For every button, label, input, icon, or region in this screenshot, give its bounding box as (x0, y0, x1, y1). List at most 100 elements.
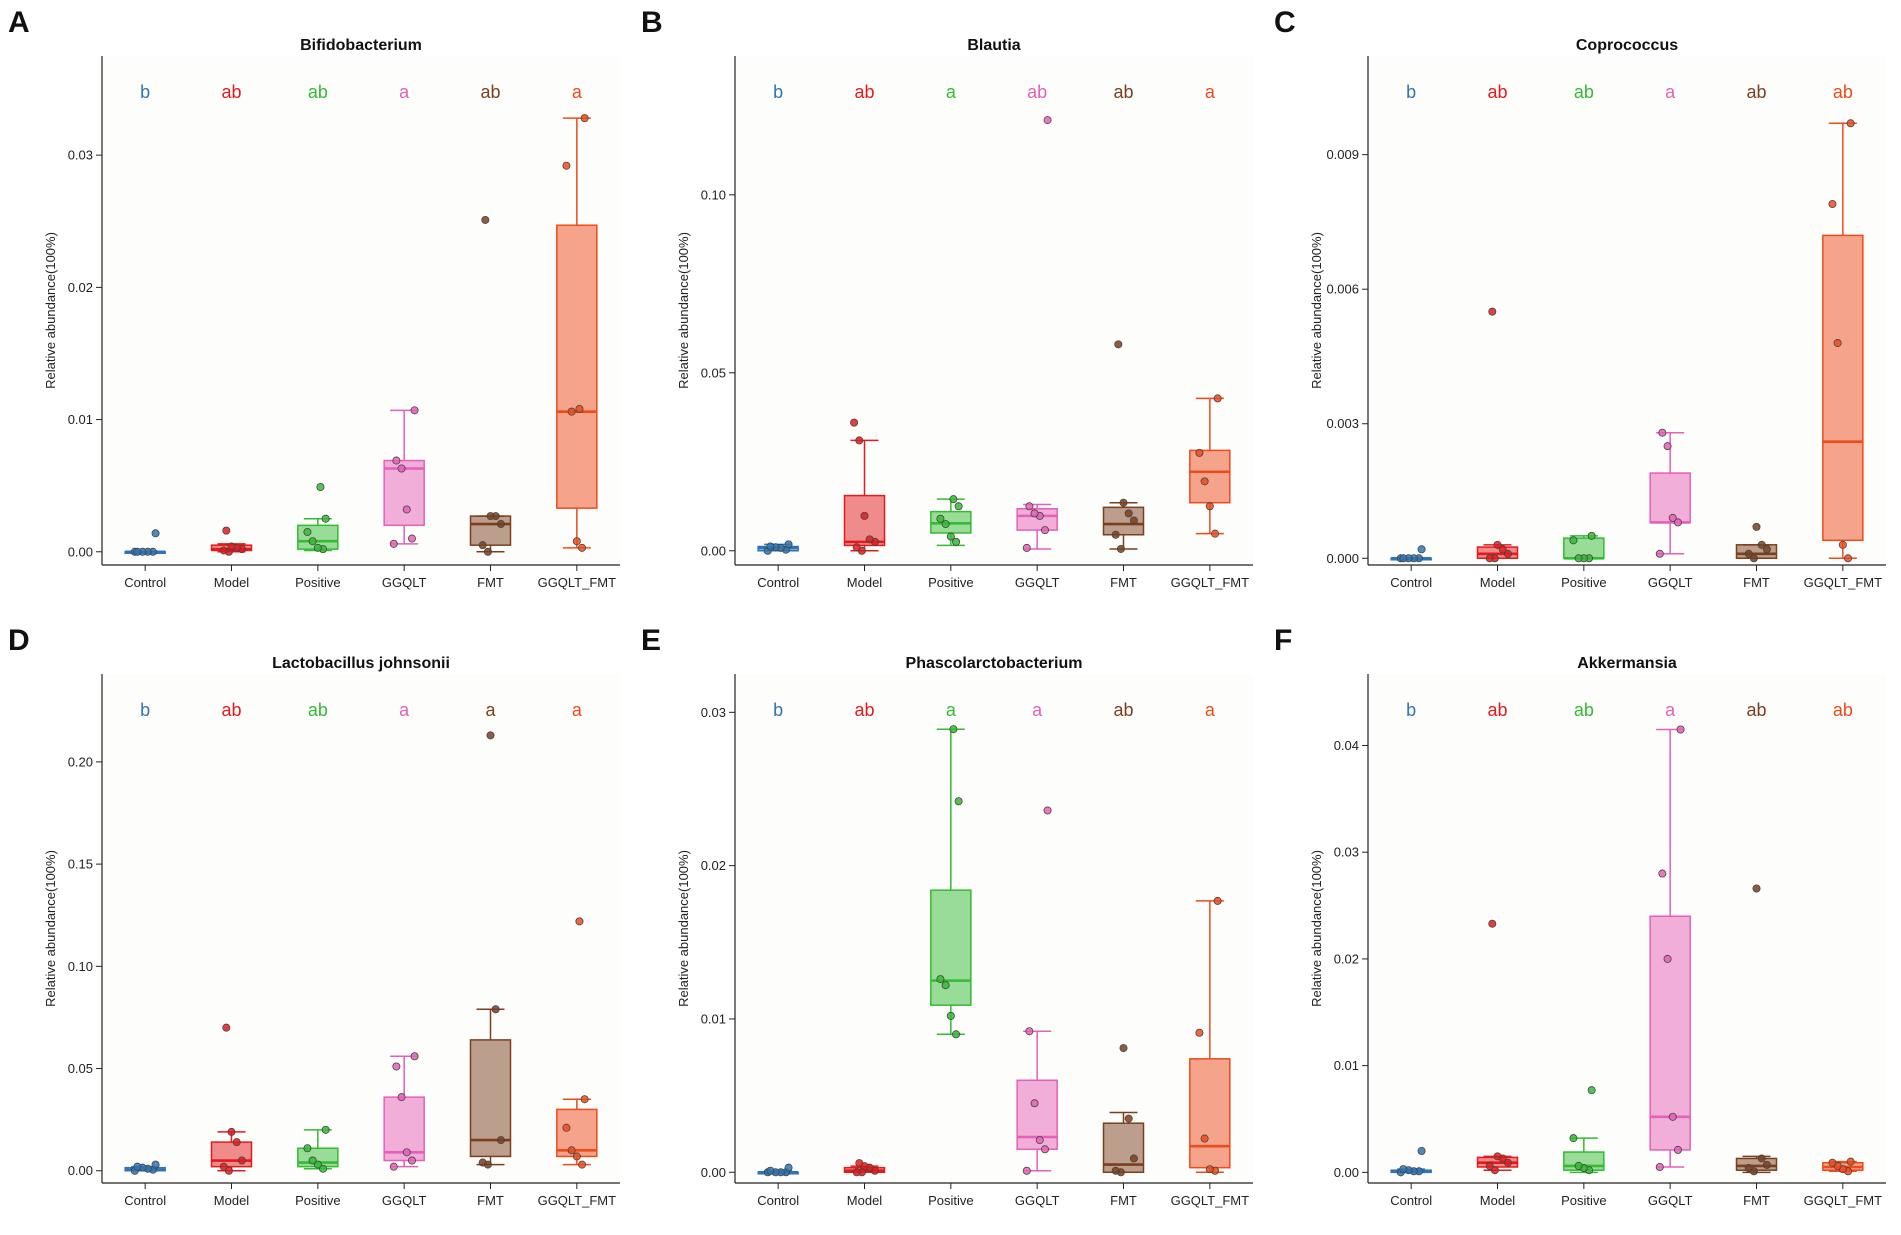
data-point (1846, 119, 1855, 128)
data-point (151, 1160, 160, 1169)
data-point (1828, 199, 1837, 208)
significance-letter: b (773, 700, 783, 720)
data-point (567, 407, 576, 416)
data-point (1213, 896, 1222, 905)
data-point (1574, 554, 1583, 563)
data-point (402, 505, 411, 514)
data-point (1195, 1028, 1204, 1037)
chart-title: Blautia (967, 37, 1020, 54)
data-point (237, 1156, 246, 1165)
data-point (1129, 1154, 1138, 1163)
data-point (1022, 543, 1031, 552)
data-point (308, 1156, 317, 1165)
y-axis-label: Relative abundance(100%) (676, 850, 691, 1007)
y-tick-label: 0.01 (1334, 1058, 1359, 1073)
panel-b: B Blautia Relative abundance(100%) 0.00 0.0… (633, 0, 1266, 617)
data-point (321, 1125, 330, 1134)
significance-letter: ab (854, 82, 874, 102)
data-point (1200, 477, 1209, 486)
data-point (1574, 1161, 1583, 1170)
data-point (1752, 884, 1761, 893)
significance-letter: a (399, 82, 410, 102)
boxplot-blautia: Blautia Relative abundance(100%) 0.00 0.05 0… (676, 37, 1253, 590)
y-tick-label: 0.009 (1326, 147, 1359, 162)
y-tick-label: 0.10 (68, 959, 93, 974)
y-tick-label: 0.006 (1326, 282, 1359, 297)
y-tick-label: 0.15 (68, 857, 93, 872)
data-point (1035, 1136, 1044, 1145)
box-iqr (1189, 449, 1231, 504)
y-tick-label: 0.00 (68, 544, 93, 559)
boxplot-coprococcus: Coprococcus Relative abundance(100%) 0.000… (1309, 37, 1886, 590)
boxplot-lactobacillus-johnsonii: Lactobacillus johnsonii Relative abundanc… (43, 655, 620, 1208)
significance-letter: b (1406, 700, 1416, 720)
data-point (1485, 554, 1494, 563)
data-point (478, 1158, 487, 1167)
data-point (303, 527, 312, 536)
data-point (407, 534, 416, 543)
significance-letter: ab (1833, 700, 1853, 720)
data-point (1752, 522, 1761, 531)
significance-letter: ab (1574, 82, 1594, 102)
data-point (580, 114, 589, 123)
data-point (1493, 540, 1502, 549)
data-point (1569, 536, 1578, 545)
box-iqr (210, 1141, 253, 1168)
data-point (1655, 549, 1664, 558)
plot-background (735, 674, 1253, 1183)
x-tick-label: GGQLT (382, 1193, 427, 1208)
data-point (313, 543, 322, 552)
significance-letter: a (572, 82, 583, 102)
data-point (1111, 1166, 1120, 1175)
x-tick-label: FMT (1743, 1193, 1770, 1208)
data-point (1205, 1165, 1214, 1174)
data-point (852, 543, 861, 552)
y-tick-label: 0.20 (68, 754, 93, 769)
data-point (407, 1156, 416, 1165)
data-point (151, 529, 160, 538)
data-point (1844, 554, 1853, 563)
data-point (1503, 1158, 1512, 1167)
significance-letter: b (1406, 82, 1416, 102)
x-tick-label: Positive (1561, 1193, 1607, 1208)
x-tick-label: GGQLT_FMT (1171, 575, 1250, 590)
data-point (303, 1144, 312, 1153)
data-point (1744, 549, 1753, 558)
data-point (575, 404, 584, 413)
data-point (1488, 919, 1497, 928)
data-point (936, 514, 945, 523)
data-point (1846, 1157, 1855, 1166)
data-point (133, 547, 142, 556)
x-tick-label: GGQLT (382, 575, 427, 590)
chart-title: Bifidobacterium (300, 37, 422, 54)
significance-letter: ab (1746, 700, 1766, 720)
panel-label: B (641, 6, 663, 39)
data-point (1119, 498, 1128, 507)
data-point (1129, 516, 1138, 525)
x-tick-label: FMT (477, 1193, 504, 1208)
x-tick-label: Positive (295, 1193, 341, 1208)
x-tick-label: Positive (928, 1193, 974, 1208)
data-point (855, 436, 864, 445)
data-point (1838, 540, 1847, 549)
data-point (1030, 1099, 1039, 1108)
x-tick-label: FMT (477, 575, 504, 590)
data-point (1490, 1166, 1499, 1175)
data-point (1200, 1134, 1209, 1143)
data-point (578, 543, 587, 552)
data-point (562, 161, 571, 170)
data-point (397, 464, 406, 473)
data-point (410, 406, 419, 415)
boxplot-akkermansia: Akkermansia Relative abundance(100%) 0.00 0… (1309, 655, 1886, 1208)
data-point (392, 456, 401, 465)
panel-label: A (8, 6, 30, 39)
data-point (389, 539, 398, 548)
significance-letter: a (572, 700, 583, 720)
data-point (397, 1093, 406, 1102)
significance-letter: ab (1833, 82, 1853, 102)
data-point (860, 511, 869, 520)
plot-background (102, 56, 620, 565)
significance-letter: a (485, 700, 496, 720)
data-point (222, 526, 231, 535)
data-point (227, 1127, 236, 1136)
